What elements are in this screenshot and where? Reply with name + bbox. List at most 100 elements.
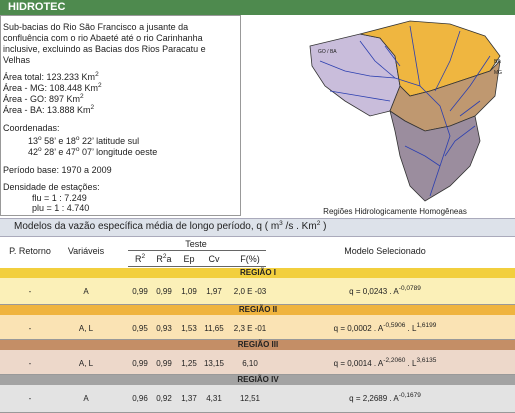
data-row — [0, 278, 515, 305]
superscript: o — [38, 135, 42, 142]
stat: 6,10 — [242, 359, 258, 368]
region-band — [0, 375, 515, 385]
text: /s . Km — [282, 221, 317, 232]
variables: A — [83, 394, 89, 403]
description: Velhas — [3, 55, 31, 65]
stat: 0,95 — [132, 324, 148, 333]
info-box — [0, 15, 241, 216]
text: q = 0,0014 . A — [333, 359, 384, 368]
stat: 0,99 — [132, 287, 148, 296]
superscript: -2,2060 — [383, 357, 406, 364]
region-map — [389, 110, 481, 202]
rivers — [319, 25, 491, 197]
stat: 1,37 — [181, 394, 197, 403]
return-period: - — [28, 394, 32, 403]
period: Período base: 1970 a 2009 — [3, 165, 112, 175]
text: q = 2,2689 . A — [349, 394, 399, 403]
model: q = 0,0014 . A-2,2060 . L3,6135 — [333, 357, 437, 368]
text: ) — [320, 221, 327, 232]
description: inclusive, excluindo as Bacias dos Rios … — [3, 44, 206, 54]
text: R — [156, 254, 163, 264]
text: . L — [405, 324, 417, 333]
data-row — [0, 315, 515, 340]
return-period: - — [28, 359, 32, 368]
text: F(%) — [240, 254, 260, 264]
models-title: Modelos da vazão específica média de lon… — [14, 220, 327, 232]
stat: 1,25 — [181, 359, 197, 368]
density: flu = 1 : 7.249 — [32, 193, 87, 203]
text: . L — [405, 359, 417, 368]
stat: 0,99 — [132, 359, 148, 368]
area: Área total: 123.233 Km2 — [3, 71, 99, 83]
superscript: 2 — [141, 253, 146, 260]
coordinate: 13o 58’ e 18o 22’ latitude sul — [28, 135, 140, 147]
text: R — [134, 254, 142, 264]
data-row — [0, 350, 515, 375]
text: 13 — [28, 136, 39, 146]
column-header: P. Retorno — [9, 246, 51, 256]
superscript: 2 — [162, 253, 167, 260]
data-row — [0, 385, 515, 413]
superscript: 2 — [316, 220, 321, 227]
models-bar — [0, 218, 515, 237]
stat-header: R2 — [134, 253, 146, 265]
superscript: 2 — [95, 71, 99, 78]
stat: 4,31 — [206, 394, 222, 403]
stat: 0,92 — [156, 394, 172, 403]
variables: A — [83, 287, 89, 296]
density-label: Densidade de estações: — [3, 182, 100, 192]
region-band — [0, 305, 515, 315]
stat: 0,99 — [156, 287, 172, 296]
area: Área - GO: 897 Km2 — [3, 93, 84, 105]
stat: 13,15 — [203, 359, 225, 368]
superscript: o — [38, 146, 42, 153]
return-period: - — [28, 287, 32, 296]
description: confluência com o rio Abaeté até o rio C… — [3, 33, 203, 43]
text: Área - GO: 897 Km — [3, 94, 81, 104]
stat-header: Cv — [209, 254, 220, 265]
map — [309, 20, 501, 202]
description: Sub-bacias do Rio São Francisco a jusant… — [3, 22, 189, 32]
text: a — [166, 254, 172, 264]
column-header: Variáveis — [67, 246, 105, 256]
region-title: REGIÃO IV — [237, 375, 279, 384]
map-label: BA — [494, 59, 501, 65]
stat: 1,09 — [181, 287, 197, 296]
superscript: 1,6199 — [416, 322, 437, 329]
text: q = 0,0002 . A — [333, 324, 384, 333]
text: 07’ longitude oeste — [79, 147, 158, 157]
region-band — [0, 268, 515, 278]
text: 58’ e 18 — [41, 136, 76, 146]
area: Área - MG: 108.448 Km2 — [3, 82, 102, 94]
header-bar — [0, 0, 515, 15]
stat: 2,3 E -01 — [233, 324, 267, 333]
divider — [128, 266, 266, 267]
column-header: Teste — [185, 239, 207, 249]
stat: 0,96 — [132, 394, 148, 403]
text: Área total: 123.233 Km — [3, 72, 96, 82]
variables: A, L — [78, 324, 94, 333]
superscript: o — [75, 135, 80, 142]
coordinate: 42o 28’ e 47o 07’ longitude oeste — [28, 146, 158, 158]
stat: 12,51 — [239, 394, 261, 403]
superscript: 3,6135 — [416, 357, 437, 364]
map-caption: Regiões Hidrologicamente Homogêneas — [323, 207, 467, 216]
text: Área - BA: 13.888 Km — [3, 105, 91, 115]
coordinates-label: Coordenadas: — [3, 123, 60, 133]
stat-header: F(%) — [240, 254, 260, 265]
text: Área - MG: 108.448 Km — [3, 83, 99, 93]
density: plu = 1 : 4.740 — [32, 203, 90, 213]
map-label: GO / BA — [318, 49, 337, 55]
superscript: 2 — [98, 82, 102, 89]
text: 42 — [28, 147, 39, 157]
text: Modelos da vazão específica média de lon… — [14, 221, 280, 232]
superscript: -0,0789 — [398, 285, 421, 292]
divider — [128, 250, 266, 251]
stat: 0,99 — [156, 359, 172, 368]
stat: 1,53 — [181, 324, 197, 333]
stat: 11,65 — [204, 324, 224, 333]
text: q = 0,0243 . A — [349, 287, 399, 296]
superscript: -0,5906 — [383, 322, 406, 329]
text: 22’ latitude sul — [79, 136, 140, 146]
